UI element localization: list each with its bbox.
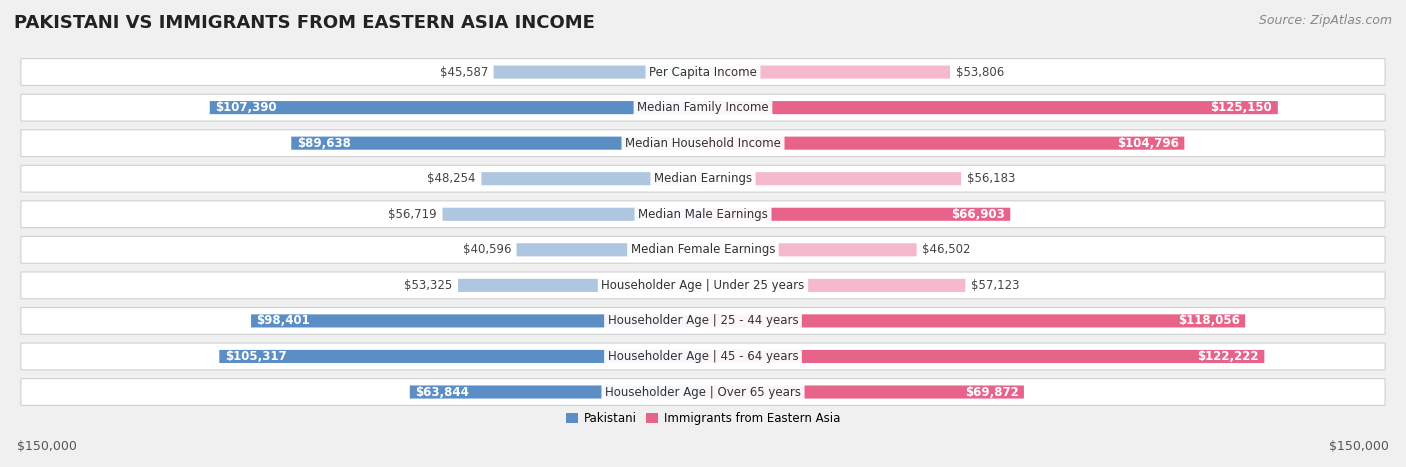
FancyBboxPatch shape <box>21 272 1385 299</box>
FancyBboxPatch shape <box>703 350 1264 363</box>
Text: Householder Age | Over 65 years: Householder Age | Over 65 years <box>605 386 801 398</box>
FancyBboxPatch shape <box>21 307 1385 334</box>
Text: Householder Age | 45 - 64 years: Householder Age | 45 - 64 years <box>607 350 799 363</box>
Text: Median Female Earnings: Median Female Earnings <box>631 243 775 256</box>
Text: $69,872: $69,872 <box>965 386 1018 398</box>
Text: $40,596: $40,596 <box>463 243 510 256</box>
Text: $48,254: $48,254 <box>427 172 475 185</box>
FancyBboxPatch shape <box>252 314 703 327</box>
Text: Median Family Income: Median Family Income <box>637 101 769 114</box>
FancyBboxPatch shape <box>703 314 1246 327</box>
FancyBboxPatch shape <box>458 279 703 292</box>
FancyBboxPatch shape <box>481 172 703 185</box>
FancyBboxPatch shape <box>516 243 703 256</box>
Text: Median Male Earnings: Median Male Earnings <box>638 208 768 221</box>
Text: $150,000: $150,000 <box>17 440 77 453</box>
Text: $122,222: $122,222 <box>1198 350 1258 363</box>
Text: PAKISTANI VS IMMIGRANTS FROM EASTERN ASIA INCOME: PAKISTANI VS IMMIGRANTS FROM EASTERN ASI… <box>14 14 595 32</box>
FancyBboxPatch shape <box>703 172 962 185</box>
FancyBboxPatch shape <box>21 59 1385 85</box>
FancyBboxPatch shape <box>21 343 1385 370</box>
Text: $107,390: $107,390 <box>215 101 277 114</box>
FancyBboxPatch shape <box>703 137 1184 150</box>
Text: $57,123: $57,123 <box>972 279 1019 292</box>
Text: $46,502: $46,502 <box>922 243 970 256</box>
Text: Householder Age | Under 25 years: Householder Age | Under 25 years <box>602 279 804 292</box>
FancyBboxPatch shape <box>703 65 950 78</box>
FancyBboxPatch shape <box>703 243 917 256</box>
Text: $89,638: $89,638 <box>297 137 350 149</box>
Text: Median Household Income: Median Household Income <box>626 137 780 149</box>
Text: Householder Age | 25 - 44 years: Householder Age | 25 - 44 years <box>607 314 799 327</box>
FancyBboxPatch shape <box>703 208 1011 221</box>
FancyBboxPatch shape <box>291 137 703 150</box>
FancyBboxPatch shape <box>209 101 703 114</box>
FancyBboxPatch shape <box>409 385 703 398</box>
FancyBboxPatch shape <box>703 385 1024 398</box>
FancyBboxPatch shape <box>219 350 703 363</box>
FancyBboxPatch shape <box>21 201 1385 228</box>
Text: $53,325: $53,325 <box>405 279 453 292</box>
Text: $53,806: $53,806 <box>956 65 1004 78</box>
FancyBboxPatch shape <box>703 101 1278 114</box>
Text: $56,183: $56,183 <box>966 172 1015 185</box>
Text: $63,844: $63,844 <box>415 386 470 398</box>
Text: Per Capita Income: Per Capita Income <box>650 65 756 78</box>
Text: $66,903: $66,903 <box>950 208 1005 221</box>
FancyBboxPatch shape <box>21 236 1385 263</box>
Text: $98,401: $98,401 <box>256 314 311 327</box>
FancyBboxPatch shape <box>443 208 703 221</box>
Text: $45,587: $45,587 <box>440 65 488 78</box>
Text: Median Earnings: Median Earnings <box>654 172 752 185</box>
FancyBboxPatch shape <box>494 65 703 78</box>
FancyBboxPatch shape <box>21 379 1385 405</box>
Text: $56,719: $56,719 <box>388 208 437 221</box>
FancyBboxPatch shape <box>21 165 1385 192</box>
Text: Source: ZipAtlas.com: Source: ZipAtlas.com <box>1258 14 1392 27</box>
Text: $104,796: $104,796 <box>1116 137 1178 149</box>
Text: $125,150: $125,150 <box>1211 101 1272 114</box>
FancyBboxPatch shape <box>21 130 1385 156</box>
Text: $105,317: $105,317 <box>225 350 287 363</box>
FancyBboxPatch shape <box>21 94 1385 121</box>
Text: $150,000: $150,000 <box>1329 440 1389 453</box>
Legend: Pakistani, Immigrants from Eastern Asia: Pakistani, Immigrants from Eastern Asia <box>561 407 845 430</box>
Text: $118,056: $118,056 <box>1178 314 1240 327</box>
FancyBboxPatch shape <box>703 279 966 292</box>
